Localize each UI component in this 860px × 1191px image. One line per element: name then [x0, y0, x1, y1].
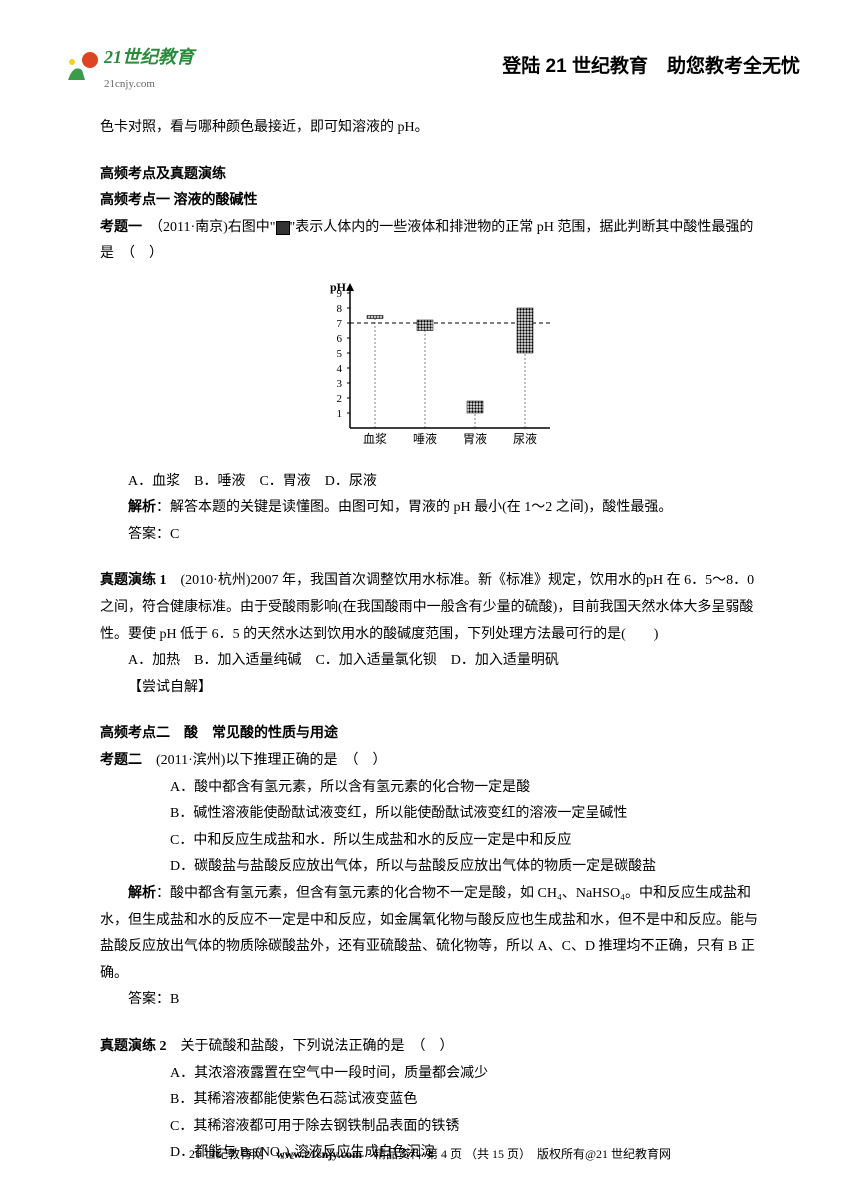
- p1-options: A．加热 B．加入适量纯碱 C．加入适量氯化钡 D．加入适量明矾: [100, 648, 760, 675]
- p2-opt-a: A．其浓溶液露置在空气中一段时间，质量都会减少: [100, 1061, 760, 1088]
- logo-url: 21cnjy.com: [104, 74, 194, 95]
- svg-text:尿液: 尿液: [513, 431, 537, 446]
- q1-analysis: 解析：解答本题的关键是读懂图。由图可知，胃液的 pH 最小(在 1～2 之间)，…: [100, 495, 760, 522]
- q1-options: A．血浆 B．唾液 C．胃液 D．尿液: [100, 469, 760, 496]
- question1: 考题一 （2011·南京)右图中""表示人体内的一些液体和排泄物的正常 pH 范…: [100, 215, 760, 268]
- logo-text: 21世纪教育: [104, 40, 194, 74]
- svg-text:5: 5: [337, 348, 343, 360]
- svg-text:3: 3: [337, 378, 343, 390]
- svg-text:胃液: 胃液: [463, 431, 487, 446]
- svg-text:唾液: 唾液: [413, 431, 437, 446]
- pattern-box-icon: [276, 221, 290, 235]
- q2-opt-d: D．碳酸盐与盐酸反应放出气体，所以与盐酸反应放出气体的物质一定是碳酸盐: [100, 854, 760, 881]
- svg-text:6: 6: [337, 333, 343, 345]
- p2-opt-b: B．其稀溶液都能使紫色石蕊试液变蓝色: [100, 1087, 760, 1114]
- svg-text:8: 8: [337, 303, 343, 315]
- page-footer: 21 世纪教育网 www.21cnjy.com 精品资料·第 4 页 （共 15…: [0, 1143, 860, 1166]
- svg-text:4: 4: [337, 363, 343, 375]
- section1-title: 高频考点及真题演练: [100, 162, 760, 189]
- svg-text:7: 7: [337, 318, 343, 330]
- svg-text:血浆: 血浆: [363, 431, 387, 446]
- practice2: 真题演练 2 关于硫酸和盐酸，下列说法正确的是 （ ）: [100, 1034, 760, 1061]
- logo: 21世纪教育 21cnjy.com: [60, 40, 194, 95]
- q1-answer: 答案：C: [100, 522, 760, 549]
- p2-opt-c: C．其稀溶液都可用于除去钢铁制品表面的铁锈: [100, 1114, 760, 1141]
- ph-chart: pH123456789血浆唾液胃液尿液: [100, 278, 760, 459]
- svg-text:1: 1: [337, 408, 343, 420]
- q2-opt-b: B．碱性溶液能使酚酞试液变红，所以能使酚酞试液变红的溶液一定呈碱性: [100, 801, 760, 828]
- practice1: 真题演练 1 (2010·杭州)2007 年，我国首次调整饮用水标准。新《标准》…: [100, 568, 760, 648]
- q2-analysis: 解析：酸中都含有氢元素，但含有氢元素的化合物不一定是酸，如 CH₄、NaHSO₄…: [100, 881, 760, 987]
- svg-text:9: 9: [337, 288, 343, 300]
- intro-text: 色卡对照，看与哪种颜色最接近，即可知溶液的 pH。: [100, 115, 760, 142]
- question2: 考题二 (2011·滨州)以下推理正确的是 （ ）: [100, 748, 760, 775]
- p1-self: 【尝试自解】: [100, 675, 760, 702]
- logo-icon: [60, 50, 100, 85]
- section2-title: 高频考点二 酸 常见酸的性质与用途: [100, 721, 760, 748]
- section1-subtitle: 高频考点一 溶液的酸碱性: [100, 188, 760, 215]
- header-slogan: 登陆 21 世纪教育 助您教考全无忧: [502, 49, 800, 85]
- q2-opt-a: A．酸中都含有氢元素，所以含有氢元素的化合物一定是酸: [100, 775, 760, 802]
- svg-text:2: 2: [337, 393, 343, 405]
- q2-opt-c: C．中和反应生成盐和水．所以生成盐和水的反应一定是中和反应: [100, 828, 760, 855]
- q2-answer: 答案：B: [100, 987, 760, 1014]
